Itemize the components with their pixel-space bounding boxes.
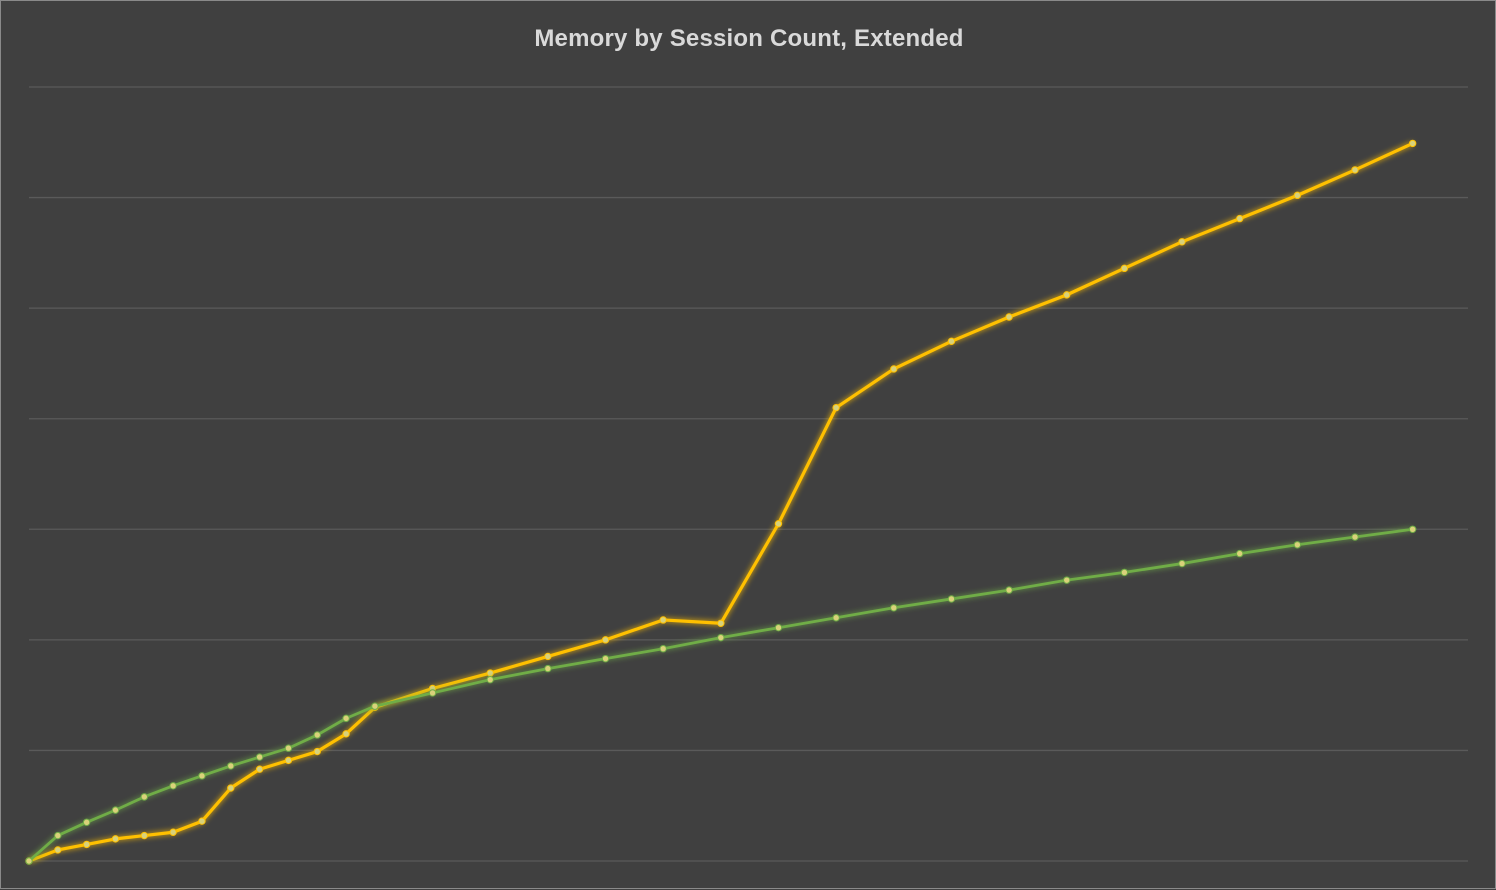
data-point: [342, 714, 350, 723]
data-point: [82, 818, 91, 826]
data-point: [1408, 525, 1417, 533]
data-point: [1178, 238, 1186, 246]
data-point: [1063, 291, 1071, 299]
data-point: [140, 831, 149, 840]
data-point: [1005, 313, 1013, 321]
series-1: [25, 139, 1417, 865]
data-point: [227, 784, 235, 792]
data-point: [544, 664, 552, 673]
data-point: [890, 604, 898, 612]
data-point: [832, 614, 840, 622]
data-point: [601, 636, 610, 644]
data-point: [717, 619, 725, 627]
data-point: [544, 652, 552, 661]
data-point: [82, 840, 91, 849]
data-point: [832, 403, 840, 412]
data-point: [284, 756, 293, 765]
data-point: [717, 633, 725, 642]
data-point: [255, 765, 264, 773]
data-point: [1351, 533, 1359, 541]
data-point: [1178, 559, 1186, 568]
data-point: [111, 806, 120, 814]
data-point: [659, 616, 667, 624]
data-point: [313, 747, 321, 756]
data-point: [428, 689, 437, 697]
data-point: [1063, 576, 1071, 584]
data-point: [25, 857, 33, 865]
data-point: [140, 793, 149, 801]
gridlines: [29, 86, 1468, 862]
data-point: [486, 675, 494, 684]
data-point: [342, 730, 350, 738]
data-point: [947, 337, 956, 346]
data-point: [284, 744, 293, 752]
data-point: [1120, 264, 1129, 273]
data-point: [1235, 214, 1244, 223]
data-point: [774, 623, 783, 632]
data-point: [313, 731, 321, 739]
data-point: [1005, 586, 1013, 594]
data-point: [774, 520, 783, 528]
data-point: [227, 762, 235, 770]
data-point: [169, 828, 177, 836]
data-point: [1293, 191, 1302, 200]
data-point: [198, 817, 206, 825]
series-layer: [25, 139, 1417, 865]
data-point: [198, 772, 206, 780]
data-point: [601, 654, 610, 663]
data-point: [1120, 568, 1129, 577]
data-point: [54, 831, 62, 840]
data-point: [371, 702, 379, 710]
series-2: [25, 525, 1417, 865]
data-point: [947, 595, 956, 603]
data-point: [255, 753, 264, 761]
chart-title: Memory by Session Count, Extended: [534, 25, 964, 52]
data-point: [1408, 139, 1417, 148]
data-point: [1293, 541, 1302, 549]
series-line: [28, 527, 1413, 863]
series-line: [28, 141, 1414, 863]
data-point: [169, 782, 177, 790]
data-point: [54, 846, 62, 854]
data-point: [890, 365, 898, 373]
data-point: [111, 835, 120, 843]
data-point: [659, 645, 667, 653]
data-point: [486, 669, 494, 677]
data-point: [1235, 549, 1244, 558]
data-point: [1351, 166, 1359, 174]
